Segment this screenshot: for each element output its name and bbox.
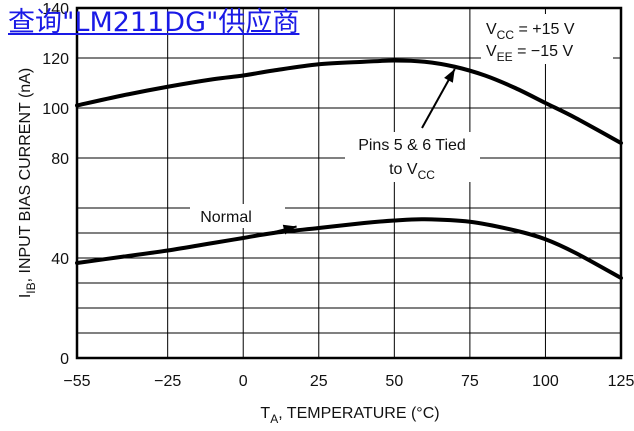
x-axis-title: TA, TEMPERATURE (°C) [260, 405, 439, 426]
y-tick-label: 80 [51, 151, 69, 168]
conditions-box [481, 14, 613, 64]
series-curves [75, 58, 623, 280]
x-tick-label: −25 [154, 373, 181, 390]
x-tick-label: 0 [239, 373, 248, 390]
x-tick-label: −55 [63, 373, 90, 390]
y-tick-label: 120 [42, 51, 69, 68]
y-axis-title: IIB, INPUT BIAS CURRENT (nA) [17, 68, 38, 298]
y-tick-label: 140 [42, 1, 69, 18]
x-tick-label: 100 [532, 373, 559, 390]
x-tick-label: 75 [461, 373, 479, 390]
x-tick-label: 125 [608, 373, 634, 390]
y-tick-label: 40 [51, 251, 69, 268]
normal-label-bg [190, 204, 285, 228]
supplier-search-link[interactable]: 查询"LM211DG"供应商 [8, 7, 300, 38]
x-tick-label: 50 [385, 373, 403, 390]
series-label-pins: Pins 5 & 6 Tied [358, 137, 466, 154]
supply-condition: VCC = +15 V [486, 21, 575, 42]
series-line-pins-tied [75, 58, 623, 145]
y-tick-label: 0 [60, 351, 69, 368]
normal-arrow-head [282, 224, 297, 235]
tick-labels: −55 −25 0 25 50 75 100 125 0 40 80 100 120 140 [42, 1, 634, 390]
pins-arrow-head [444, 69, 455, 83]
pins-label-bg [345, 132, 480, 182]
y-tick-label: 100 [42, 101, 69, 118]
series-label-pins-line2: to VCC [389, 161, 435, 182]
supply-condition: VEE = −15 V [486, 43, 574, 64]
series-line-normal [75, 217, 623, 280]
x-tick-label: 25 [310, 373, 328, 390]
plot-frame [75, 6, 623, 360]
series-label-normal: Normal [200, 209, 252, 226]
